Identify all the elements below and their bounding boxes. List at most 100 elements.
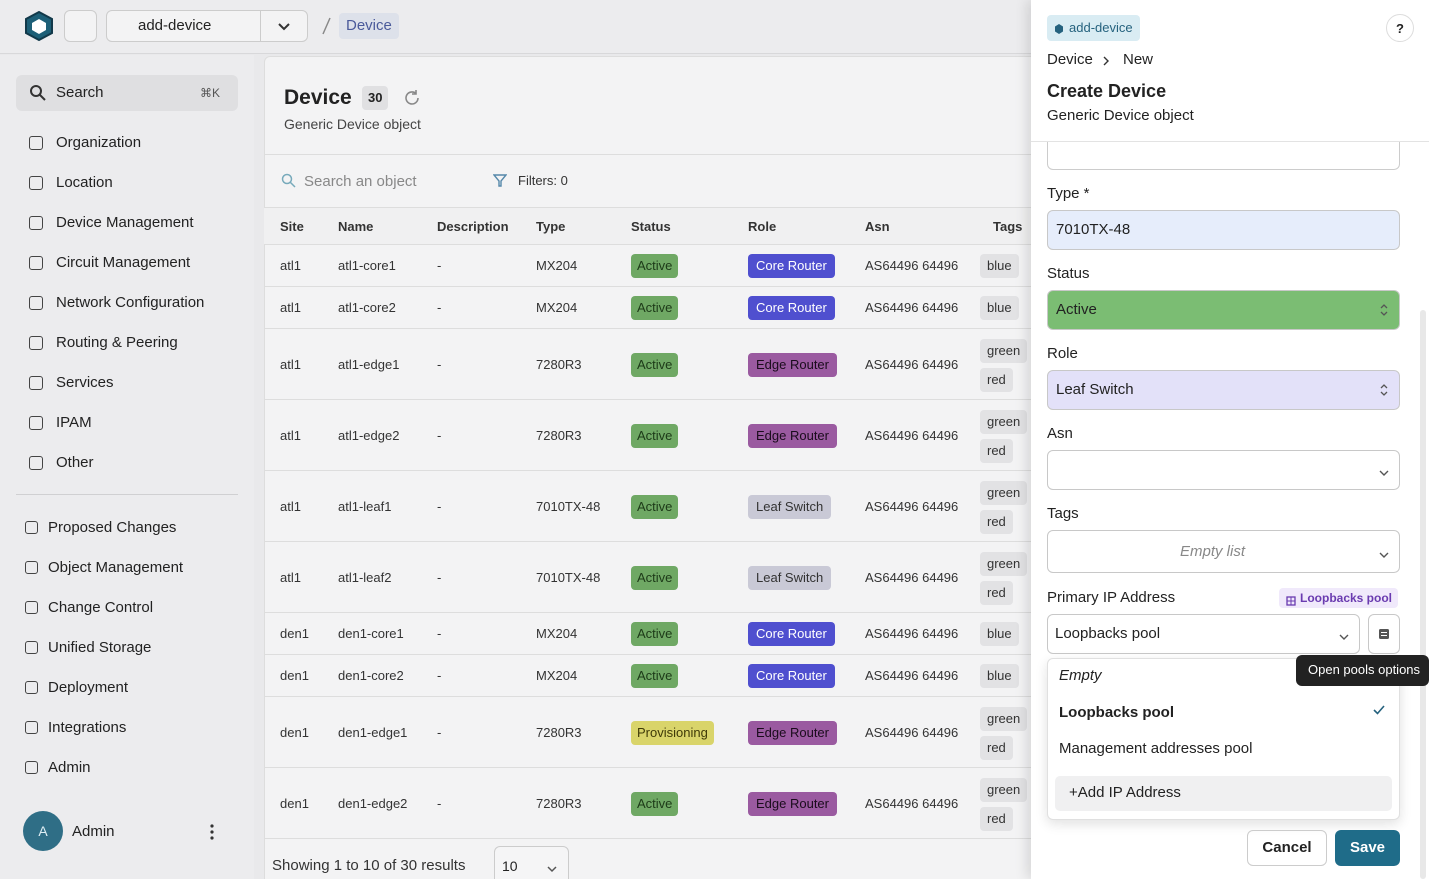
pool-badge-icon-svg bbox=[1286, 596, 1296, 606]
page-size-select[interactable] bbox=[494, 846, 569, 879]
table-row[interactable] bbox=[264, 542, 1064, 613]
menu-item[interactable]: Change Control bbox=[48, 599, 154, 616]
menu-item[interactable]: Organization bbox=[56, 134, 142, 151]
page-size: 10 bbox=[502, 858, 518, 874]
search-icon-svg bbox=[281, 173, 296, 188]
filters[interactable]: Filters: 0 bbox=[518, 173, 568, 188]
status-badge: Active bbox=[631, 352, 679, 377]
search-shortcut: ⌘K bbox=[200, 86, 221, 100]
cell: - bbox=[437, 427, 442, 443]
select-chevron-svg bbox=[1379, 552, 1389, 558]
option[interactable]: Management addresses pool bbox=[1059, 740, 1253, 757]
pool-badge-icon bbox=[1286, 593, 1296, 606]
chevron bbox=[277, 20, 291, 32]
search-box[interactable] bbox=[16, 75, 238, 111]
search-icon bbox=[281, 173, 297, 189]
cell: atl1-core2 bbox=[338, 300, 396, 315]
option[interactable]: Empty bbox=[1059, 667, 1102, 684]
cell: atl1 bbox=[280, 356, 301, 372]
input[interactable] bbox=[1047, 290, 1400, 330]
avatar[interactable] bbox=[23, 811, 63, 851]
option[interactable]: Loopbacks pool bbox=[1059, 704, 1175, 721]
cancel-button[interactable]: Cancel bbox=[1247, 830, 1327, 866]
cell: - bbox=[437, 626, 442, 641]
cell: den1-edge2 bbox=[338, 795, 408, 811]
cell: AS64496 64496 bbox=[865, 427, 959, 443]
cell: den1-core2 bbox=[338, 668, 404, 683]
menu-item[interactable]: Other bbox=[56, 454, 94, 471]
menu-item[interactable]: IPAM bbox=[56, 414, 92, 431]
menu-item[interactable]: Unified Storage bbox=[48, 639, 152, 656]
table-row[interactable] bbox=[264, 329, 1064, 400]
pools-button[interactable] bbox=[1368, 614, 1400, 654]
object-search[interactable]: Search an object bbox=[304, 173, 417, 190]
breadcrumb[interactable]: Device bbox=[1047, 51, 1093, 68]
status-badge: Active bbox=[631, 791, 679, 816]
help-button[interactable]: ? bbox=[1386, 14, 1414, 42]
table-row[interactable] bbox=[264, 471, 1064, 542]
menu-item[interactable]: Deployment bbox=[48, 679, 129, 696]
input[interactable] bbox=[1047, 614, 1360, 654]
input[interactable] bbox=[1047, 450, 1400, 490]
menu-item[interactable]: Circuit Management bbox=[56, 254, 191, 271]
table-row[interactable] bbox=[264, 613, 1064, 655]
table-row[interactable] bbox=[264, 655, 1064, 697]
check-svg bbox=[1373, 705, 1385, 715]
cell: atl1-core1 bbox=[338, 258, 396, 273]
add-option[interactable] bbox=[1055, 776, 1392, 811]
separator bbox=[320, 16, 332, 36]
status-badge: Active bbox=[631, 254, 679, 278]
tag-badge: blue bbox=[980, 664, 1019, 688]
save-button[interactable]: Save bbox=[1335, 830, 1400, 866]
page-subtitle: Generic Device object bbox=[284, 116, 421, 132]
menu-item[interactable]: Admin bbox=[48, 759, 91, 776]
menu-icon bbox=[25, 561, 38, 574]
menu-item[interactable]: Routing & Peering bbox=[56, 334, 178, 351]
tag-badge: blue bbox=[980, 296, 1019, 320]
cell: den1 bbox=[280, 724, 309, 740]
branch-select[interactable] bbox=[106, 10, 308, 42]
table-row[interactable] bbox=[264, 697, 1064, 768]
menu-icon bbox=[29, 456, 43, 470]
menu-item[interactable]: Services bbox=[56, 374, 114, 391]
select-arrows-svg bbox=[1380, 384, 1388, 396]
menu-item[interactable]: Device Management bbox=[56, 214, 194, 231]
input[interactable] bbox=[1047, 530, 1400, 573]
menu-item[interactable]: Proposed Changes bbox=[48, 519, 177, 536]
input[interactable] bbox=[1047, 210, 1400, 250]
field-label: Asn bbox=[1047, 425, 1073, 442]
table-row[interactable] bbox=[264, 245, 1064, 287]
cell: 7280R3 bbox=[536, 724, 582, 740]
cell: atl1 bbox=[280, 569, 301, 585]
tag-badge: red bbox=[980, 368, 1013, 392]
cell: AS64496 64496 bbox=[865, 498, 959, 514]
tag-badge: blue bbox=[980, 622, 1019, 646]
field-label: Status bbox=[1047, 265, 1090, 282]
menu-item[interactable]: Network Configuration bbox=[56, 294, 205, 311]
field-label: Type * bbox=[1047, 185, 1090, 202]
menu-item[interactable]: Integrations bbox=[48, 719, 127, 736]
cell: atl1 bbox=[280, 498, 301, 514]
cell: MX204 bbox=[536, 258, 578, 273]
menu-icon bbox=[29, 136, 43, 150]
filter-icon-svg bbox=[492, 174, 508, 187]
menu-item[interactable]: Location bbox=[56, 174, 113, 191]
breadcrumb-device[interactable]: Device bbox=[339, 13, 399, 39]
select-chevron bbox=[1338, 629, 1350, 640]
menu-icon bbox=[29, 296, 43, 310]
history-button[interactable] bbox=[64, 10, 97, 42]
role-badge: Leaf Switch bbox=[748, 494, 832, 519]
cell: atl1-leaf1 bbox=[338, 498, 392, 514]
tag-badge: red bbox=[980, 807, 1013, 831]
input[interactable] bbox=[1047, 370, 1400, 410]
cell: AS64496 64496 bbox=[865, 795, 959, 811]
check bbox=[1372, 703, 1386, 715]
select-arrows bbox=[1378, 302, 1390, 318]
cell: den1 bbox=[280, 626, 309, 641]
menu-icon bbox=[29, 216, 43, 230]
column-header: Type bbox=[536, 219, 566, 234]
table-row[interactable] bbox=[264, 287, 1064, 329]
menu-item[interactable]: Object Management bbox=[48, 559, 184, 576]
table-row[interactable] bbox=[264, 400, 1064, 471]
table-row[interactable] bbox=[264, 768, 1064, 839]
